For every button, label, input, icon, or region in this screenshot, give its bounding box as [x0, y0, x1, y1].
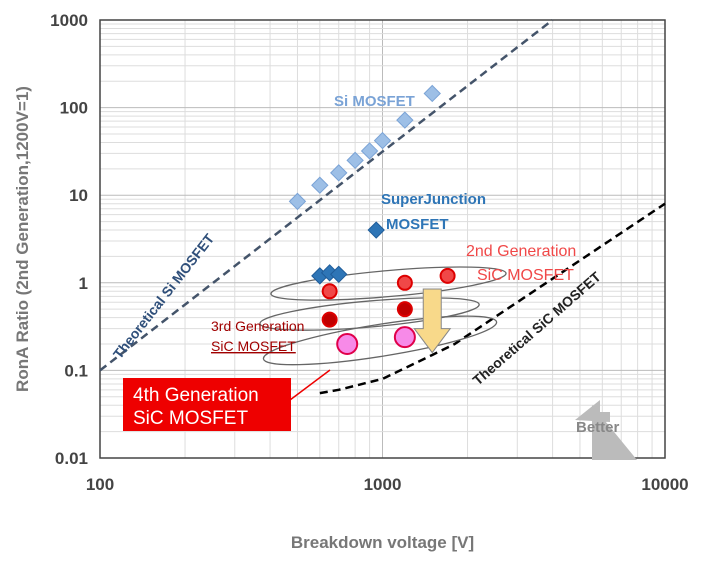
label-superjunction: SuperJunction: [381, 191, 486, 208]
label-3rd-gen: 3rd Generation: [211, 318, 304, 334]
label-2nd-gen: 2nd Generation: [466, 243, 576, 260]
y-tick-label: 0.01: [55, 449, 88, 468]
y-tick-label: 0.1: [64, 361, 88, 380]
y-tick-label: 100: [60, 99, 88, 118]
x-tick-label: 10000: [641, 475, 688, 494]
data-point-diamond: [373, 131, 392, 150]
data-point-diamond: [330, 265, 348, 284]
group-ellipse: [270, 266, 507, 301]
label-3rd-gen-2: SiC MOSFET: [211, 338, 296, 354]
group-ellipse: [262, 315, 498, 366]
label-4th-gen-2: SiC MOSFET: [133, 408, 248, 429]
data-point-diamond: [311, 176, 329, 194]
label-better: Better: [576, 419, 620, 436]
data-point-circle: [336, 333, 359, 356]
data-point-diamond: [367, 221, 385, 239]
down-arrow-icon: [413, 288, 452, 354]
y-axis-label: RonA Ratio (2nd Generation,1200V=1): [13, 86, 32, 392]
better-arrow-icon: [575, 400, 637, 460]
theoretical-line: [99, 19, 554, 372]
theoretical-line: [319, 202, 666, 395]
x-tick-label: 100: [86, 475, 114, 494]
data-point-circle: [321, 311, 338, 328]
data-point-diamond: [423, 84, 441, 103]
data-point-circle: [321, 283, 338, 300]
data-point-circle: [396, 274, 413, 291]
callout-line: [289, 369, 331, 401]
label-2nd-gen-2: SiC MOSFET: [477, 267, 574, 284]
data-point-diamond: [288, 192, 307, 211]
label-4th-gen: 4th Generation: [133, 385, 259, 406]
y-tick-label: 1000: [50, 11, 88, 30]
x-tick-label: 1000: [364, 475, 402, 494]
data-point-diamond: [360, 142, 379, 160]
data-point-circle: [439, 267, 456, 284]
y-tick-label: 10: [69, 186, 88, 205]
label-superjunction-2: MOSFET: [386, 216, 449, 233]
y-tick-label: 1: [79, 274, 88, 293]
label-si-mosfet: Si MOSFET: [334, 93, 415, 110]
plot-frame: [99, 19, 666, 459]
data-point-diamond: [396, 111, 414, 129]
x-axis-label: Breakdown voltage [V]: [291, 533, 474, 552]
data-point-diamond: [346, 151, 364, 170]
data-point-diamond: [330, 164, 348, 182]
data-point-circle: [393, 326, 416, 349]
group-ellipse: [259, 297, 480, 331]
data-point-circle: [396, 301, 413, 318]
label-4th-gen-box: [123, 378, 291, 431]
